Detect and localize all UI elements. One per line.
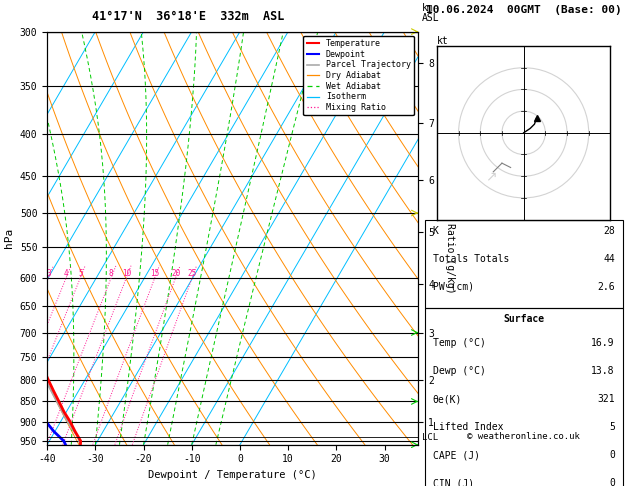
Text: Temp (°C): Temp (°C) xyxy=(433,338,486,348)
Text: 2.6: 2.6 xyxy=(597,282,615,292)
Text: Lifted Index: Lifted Index xyxy=(433,422,503,433)
Text: PW (cm): PW (cm) xyxy=(433,282,474,292)
Text: CIN (J): CIN (J) xyxy=(433,479,474,486)
Legend: Temperature, Dewpoint, Parcel Trajectory, Dry Adiabat, Wet Adiabat, Isotherm, Mi: Temperature, Dewpoint, Parcel Trajectory… xyxy=(303,36,414,115)
X-axis label: Dewpoint / Temperature (°C): Dewpoint / Temperature (°C) xyxy=(148,470,317,480)
Text: 44: 44 xyxy=(603,254,615,264)
Text: 16.9: 16.9 xyxy=(591,338,615,348)
Text: Dewp (°C): Dewp (°C) xyxy=(433,366,486,376)
Text: © weatheronline.co.uk: © weatheronline.co.uk xyxy=(467,432,580,440)
Y-axis label: Mixing Ratio (g/kg): Mixing Ratio (g/kg) xyxy=(445,182,455,294)
Bar xyxy=(425,220,623,308)
Text: 0: 0 xyxy=(609,479,615,486)
Text: Totals Totals: Totals Totals xyxy=(433,254,509,264)
Text: 10: 10 xyxy=(122,269,131,278)
Text: 28: 28 xyxy=(603,226,615,236)
Text: 5: 5 xyxy=(609,422,615,433)
Text: 0: 0 xyxy=(609,451,615,460)
Text: 25: 25 xyxy=(187,269,197,278)
Text: CAPE (J): CAPE (J) xyxy=(433,451,479,460)
Text: θe(K): θe(K) xyxy=(433,394,462,404)
Text: 10.06.2024  00GMT  (Base: 00): 10.06.2024 00GMT (Base: 00) xyxy=(426,5,621,15)
Text: K: K xyxy=(433,226,438,236)
Text: km
ASL: km ASL xyxy=(422,2,440,23)
Text: 20: 20 xyxy=(171,269,181,278)
Text: LCL: LCL xyxy=(422,433,438,442)
Text: 5: 5 xyxy=(78,269,82,278)
Text: Surface: Surface xyxy=(503,314,544,324)
Text: 3: 3 xyxy=(46,269,51,278)
Y-axis label: hPa: hPa xyxy=(4,228,14,248)
Text: 41°17'N  36°18'E  332m  ASL: 41°17'N 36°18'E 332m ASL xyxy=(92,10,284,23)
Text: 4: 4 xyxy=(64,269,69,278)
Text: kt: kt xyxy=(437,36,448,46)
Text: ↗: ↗ xyxy=(484,170,496,184)
Bar xyxy=(425,308,623,486)
Text: 321: 321 xyxy=(597,394,615,404)
Text: 13.8: 13.8 xyxy=(591,366,615,376)
Text: 15: 15 xyxy=(150,269,159,278)
Text: 8: 8 xyxy=(109,269,113,278)
